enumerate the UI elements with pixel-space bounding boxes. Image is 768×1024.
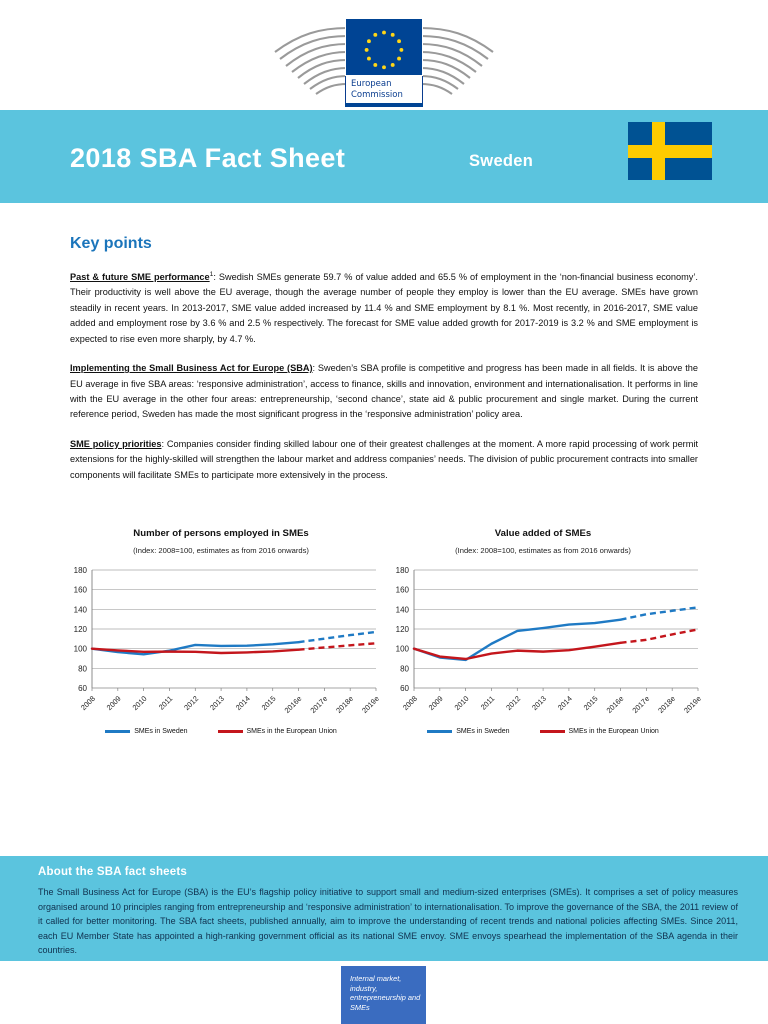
svg-text:180: 180 — [74, 566, 88, 575]
key-points-heading: Key points — [70, 235, 152, 252]
legend-swatch-sweden — [427, 730, 453, 733]
ec-swoosh-right-icon — [421, 26, 499, 98]
svg-text:160: 160 — [396, 586, 410, 595]
chart-legend: SMEs in Sweden SMEs in the European Unio… — [56, 728, 386, 735]
key-points-section: Key points Past & future SME performance… — [0, 203, 768, 483]
paragraph-body: : Sweden’s SBA profile is competitive an… — [70, 363, 698, 420]
svg-text:2018e: 2018e — [334, 694, 355, 715]
chart-title: Number of persons employed in SMEs — [133, 528, 309, 539]
chart-employment: Number of persons employed in SMEs (Inde… — [56, 520, 386, 760]
eu-flag-icon — [345, 18, 423, 76]
svg-text:80: 80 — [400, 664, 409, 673]
svg-text:160: 160 — [74, 586, 88, 595]
ec-logo-underline — [345, 103, 423, 107]
paragraph-past-future-sme-performance: Past & future SME performance1: Swedish … — [70, 267, 698, 347]
svg-text:2009: 2009 — [427, 694, 445, 712]
svg-text:2016e: 2016e — [605, 694, 626, 715]
svg-text:2012: 2012 — [504, 694, 522, 712]
svg-text:2010: 2010 — [453, 694, 471, 712]
legend-label-sweden: SMEs in Sweden — [134, 728, 188, 735]
svg-text:2016e: 2016e — [283, 694, 304, 715]
about-title: About the SBA fact sheets — [38, 866, 187, 878]
svg-text:60: 60 — [400, 684, 409, 693]
svg-text:2008: 2008 — [79, 694, 97, 712]
ec-swoosh-left-icon — [269, 26, 347, 98]
svg-text:2019e: 2019e — [682, 694, 703, 715]
svg-text:2013: 2013 — [530, 694, 548, 712]
svg-text:2015: 2015 — [260, 694, 278, 712]
legend-swatch-sweden — [105, 730, 131, 733]
svg-text:2018e: 2018e — [656, 694, 677, 715]
page-title: 2018 SBA Fact Sheet — [70, 143, 346, 173]
chart-subtitle: (Index: 2008=100, estimates as from 2016… — [133, 546, 309, 555]
legend-item-eu: SMEs in the European Union — [539, 728, 659, 735]
svg-text:2012: 2012 — [182, 694, 200, 712]
charts-section: Number of persons employed in SMEs (Inde… — [0, 520, 768, 760]
paragraph-lead-label: SME policy priorities — [70, 438, 162, 449]
legend-item-sweden: SMEs in Sweden — [105, 728, 188, 735]
svg-text:120: 120 — [74, 625, 88, 634]
paragraph-body: : Swedish SMEs generate 59.7 % of value … — [70, 272, 698, 344]
legend-label-eu: SMEs in the European Union — [568, 728, 659, 735]
svg-text:60: 60 — [78, 684, 87, 693]
country-name: Sweden — [469, 152, 534, 170]
european-commission-logo: European Commission — [269, 18, 499, 136]
svg-text:2017e: 2017e — [630, 694, 651, 715]
legend-swatch-eu — [539, 730, 565, 733]
svg-text:180: 180 — [396, 566, 410, 575]
svg-text:2014: 2014 — [234, 694, 252, 712]
footnote-marker: 1 — [209, 271, 214, 278]
paragraph-implementing-sba: Implementing the Small Business Act for … — [70, 361, 698, 423]
svg-text:100: 100 — [74, 645, 88, 654]
sweden-flag-icon — [628, 122, 712, 180]
legend-label-eu: SMEs in the European Union — [246, 728, 337, 735]
flag-cross-horizontal — [628, 145, 712, 158]
svg-text:2013: 2013 — [208, 694, 226, 712]
svg-text:2008: 2008 — [401, 694, 419, 712]
chart-plot-area: 60 80 100 120 140 160 180 2008 2009 2010 2011 2012 2… — [56, 564, 386, 744]
ec-institution-line-2: Commission — [351, 89, 403, 100]
page-header-band: 2018 SBA Fact Sheet Sweden — [0, 99, 768, 203]
chart-plot-area: 60 80 100 120 140 160 180 2008 2009 2010 2011 2012 2… — [378, 564, 708, 744]
paragraph-sme-policy-priorities: SME policy priorities: Companies conside… — [70, 437, 698, 483]
legend-label-sweden: SMEs in Sweden — [456, 728, 510, 735]
ec-institution-label: European Commission — [345, 76, 423, 105]
legend-item-eu: SMEs in the European Union — [217, 728, 337, 735]
legend-swatch-eu — [217, 730, 243, 733]
legend-item-sweden: SMEs in Sweden — [427, 728, 510, 735]
paragraph-body: : Companies consider finding skilled lab… — [70, 438, 698, 480]
svg-text:2011: 2011 — [157, 694, 175, 712]
chart-value-added: Value added of SMEs (Index: 2008=100, es… — [378, 520, 708, 760]
svg-text:140: 140 — [74, 605, 88, 614]
paragraph-lead-label: Implementing the Small Business Act for … — [70, 363, 313, 374]
about-sba-box: About the SBA fact sheets The Small Busi… — [0, 856, 768, 961]
svg-text:80: 80 — [78, 664, 87, 673]
svg-text:2009: 2009 — [105, 694, 123, 712]
svg-text:100: 100 — [396, 645, 410, 654]
svg-text:2014: 2014 — [556, 694, 574, 712]
chart-legend: SMEs in Sweden SMEs in the European Unio… — [378, 728, 708, 735]
svg-text:120: 120 — [396, 625, 410, 634]
dg-grow-footer-logo: Internal market, industry, entrepreneurs… — [341, 966, 426, 1024]
paragraph-lead-label: Past & future SME performance — [70, 272, 210, 283]
svg-text:2017e: 2017e — [308, 694, 329, 715]
ec-logo-zone: European Commission — [0, 0, 768, 110]
svg-text:2011: 2011 — [479, 694, 497, 712]
svg-text:2010: 2010 — [131, 694, 149, 712]
svg-text:2015: 2015 — [582, 694, 600, 712]
chart-title: Value added of SMEs — [494, 528, 592, 539]
chart-subtitle: (Index: 2008=100, estimates as from 2016… — [455, 546, 631, 555]
ec-institution-line-1: European — [351, 79, 392, 89]
svg-text:140: 140 — [396, 605, 410, 614]
about-text: The Small Business Act for Europe (SBA) … — [38, 887, 738, 956]
